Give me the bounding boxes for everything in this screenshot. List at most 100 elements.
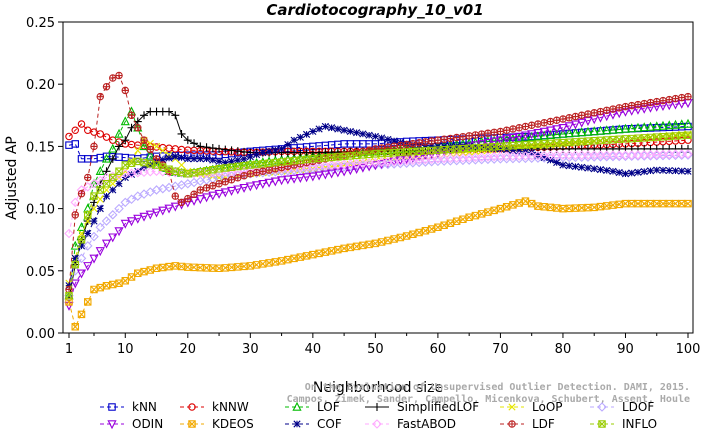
data-point bbox=[202, 143, 211, 152]
data-point bbox=[140, 267, 148, 276]
data-point bbox=[252, 160, 261, 169]
data-point bbox=[190, 190, 198, 198]
data-point bbox=[246, 153, 254, 161]
data-point bbox=[495, 151, 506, 162]
data-point bbox=[246, 262, 255, 270]
data-point bbox=[576, 150, 587, 160]
data-point bbox=[583, 126, 593, 136]
data-point bbox=[95, 166, 105, 176]
data-point bbox=[346, 127, 354, 136]
data-point bbox=[114, 203, 124, 214]
data-point bbox=[96, 283, 105, 292]
data-point bbox=[603, 166, 611, 175]
data-point bbox=[684, 136, 692, 144]
series-line bbox=[68, 154, 689, 296]
data-point bbox=[564, 128, 574, 138]
data-point bbox=[171, 192, 180, 200]
data-point bbox=[77, 120, 86, 128]
data-point bbox=[265, 159, 273, 167]
data-point bbox=[570, 150, 581, 160]
data-point bbox=[527, 131, 537, 141]
data-point bbox=[639, 149, 650, 160]
data-point bbox=[171, 111, 180, 120]
data-point bbox=[396, 141, 405, 150]
data-point bbox=[145, 150, 155, 160]
data-point bbox=[652, 121, 662, 131]
data-point bbox=[221, 164, 230, 172]
data-point bbox=[577, 127, 587, 137]
data-point bbox=[252, 168, 261, 177]
data-point bbox=[571, 112, 580, 121]
data-point bbox=[421, 226, 430, 235]
data-point bbox=[208, 144, 217, 153]
data-point bbox=[540, 119, 548, 127]
legend-marker bbox=[107, 420, 117, 430]
watermark-line-2: Campos, Zimek, Sander, Campello, Micenko… bbox=[287, 393, 690, 405]
data-point bbox=[484, 208, 492, 216]
data-point bbox=[684, 167, 692, 175]
data-point bbox=[90, 142, 98, 151]
data-point bbox=[240, 162, 248, 170]
data-point bbox=[108, 143, 118, 153]
legend-item-ldof: LDOF bbox=[590, 400, 654, 414]
data-point bbox=[602, 125, 612, 135]
data-point bbox=[170, 202, 180, 212]
data-point bbox=[539, 150, 549, 161]
series-ldf bbox=[65, 71, 692, 294]
data-point bbox=[309, 250, 317, 259]
data-point bbox=[546, 117, 555, 126]
data-point bbox=[239, 183, 249, 193]
data-point bbox=[527, 121, 536, 129]
data-point bbox=[284, 157, 292, 166]
data-point bbox=[365, 240, 373, 249]
y-tick-label: 0.00 bbox=[26, 327, 55, 342]
x-tick-label: 40 bbox=[305, 342, 322, 357]
data-point bbox=[120, 219, 130, 229]
data-point bbox=[601, 150, 612, 160]
data-point bbox=[353, 129, 361, 137]
data-point bbox=[533, 150, 543, 161]
data-point bbox=[427, 137, 436, 145]
data-point bbox=[240, 147, 249, 156]
data-point bbox=[602, 136, 611, 144]
x-tick-label: 80 bbox=[555, 342, 572, 357]
data-point bbox=[84, 298, 92, 306]
data-point bbox=[346, 243, 355, 252]
y-tick-label: 0.25 bbox=[26, 16, 55, 31]
legend-item-kdeos: KDEOS bbox=[180, 417, 254, 431]
data-point bbox=[270, 177, 280, 187]
data-point bbox=[465, 142, 473, 150]
data-point bbox=[196, 142, 205, 151]
data-point bbox=[646, 167, 655, 175]
data-point bbox=[296, 253, 305, 261]
data-point bbox=[234, 162, 242, 171]
data-point bbox=[509, 201, 517, 209]
data-point bbox=[146, 266, 155, 274]
data-point bbox=[227, 157, 236, 165]
data-point bbox=[314, 171, 324, 181]
data-point bbox=[184, 194, 192, 203]
x-tick-label: 90 bbox=[617, 342, 634, 357]
data-point bbox=[196, 155, 204, 163]
data-point bbox=[177, 161, 186, 169]
data-point bbox=[409, 230, 417, 238]
data-point bbox=[215, 144, 224, 153]
data-point bbox=[77, 235, 86, 244]
data-point bbox=[633, 122, 643, 132]
data-point bbox=[71, 140, 80, 148]
data-point bbox=[271, 258, 280, 266]
data-point bbox=[471, 131, 480, 139]
data-point bbox=[496, 127, 505, 136]
legend-marker bbox=[108, 403, 116, 411]
data-point bbox=[526, 150, 537, 161]
data-point bbox=[627, 101, 636, 110]
data-point bbox=[496, 145, 505, 153]
legend-label: COF bbox=[317, 417, 342, 431]
data-point bbox=[528, 149, 536, 157]
data-point bbox=[84, 126, 92, 134]
legend-label: ODIN bbox=[132, 417, 163, 431]
data-point bbox=[483, 136, 493, 146]
data-point bbox=[177, 198, 186, 207]
data-point bbox=[140, 136, 148, 144]
